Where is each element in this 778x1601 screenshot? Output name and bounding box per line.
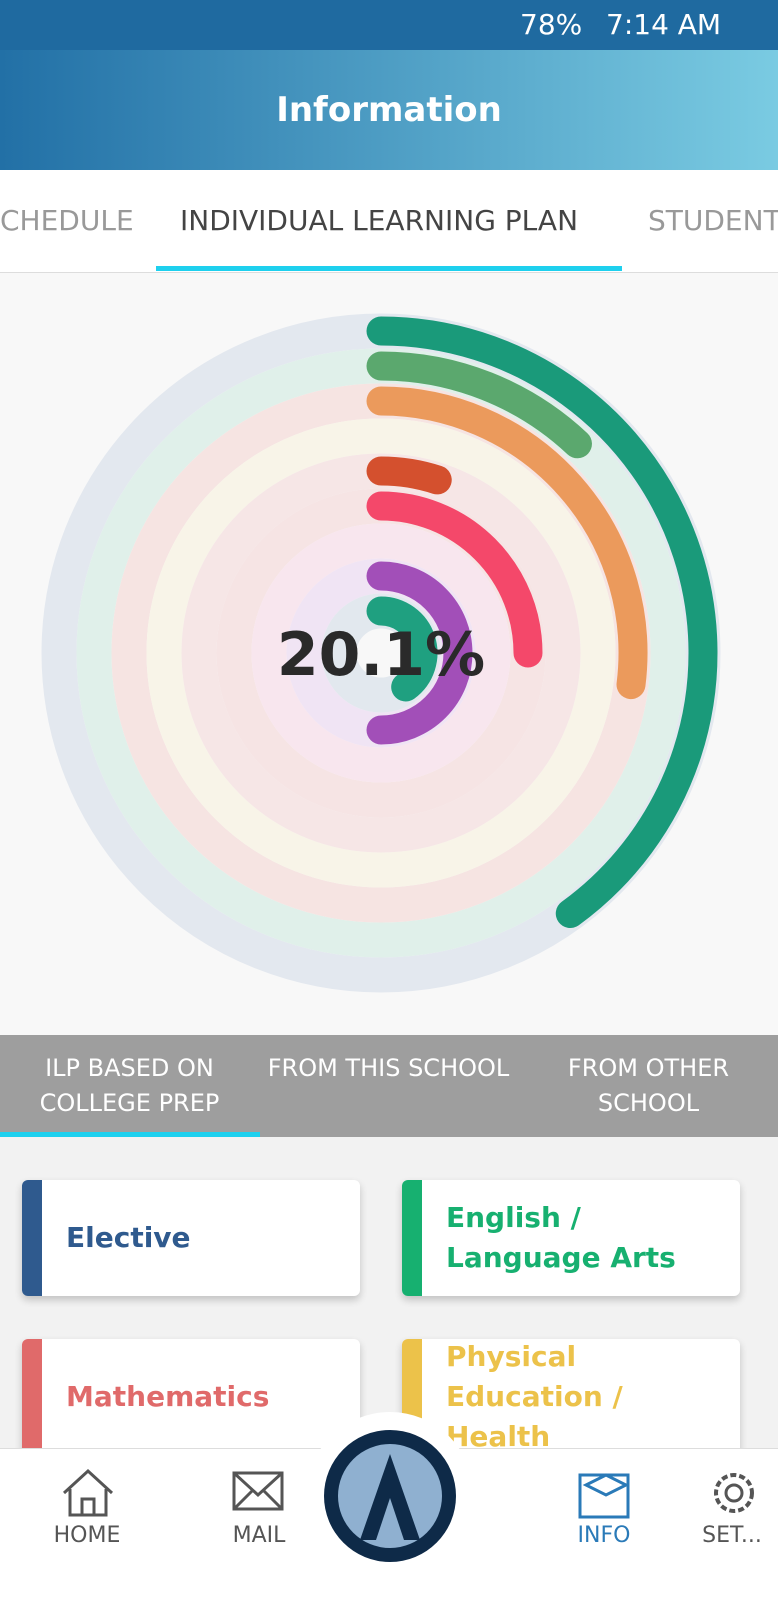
- ring-arc: [366, 316, 718, 929]
- ring-track: [251, 523, 511, 783]
- tab-indicator: [156, 266, 622, 271]
- card-accent: [402, 1180, 422, 1296]
- nav-item[interactable]: SET...: [702, 1523, 762, 1548]
- home-icon: [62, 1468, 114, 1517]
- nav-item[interactable]: INFO: [577, 1523, 631, 1548]
- info-icon: [578, 1473, 630, 1519]
- card-label: Mathematics: [66, 1380, 270, 1413]
- sub-tabs: ILP BASED ON COLLEGE PREP FROM THIS SCHO…: [0, 1035, 778, 1137]
- sub-tab[interactable]: FROM THIS SCHOOL: [267, 1054, 510, 1082]
- center-label: 20.1%: [277, 620, 485, 690]
- card-label: Elective: [66, 1221, 191, 1254]
- app-logo[interactable]: [304, 1410, 476, 1582]
- card-label: English / Language Arts: [446, 1201, 676, 1274]
- sub-tab[interactable]: ILP BASED ON COLLEGE PREP: [39, 1054, 220, 1117]
- subject-card[interactable]: Elective: [22, 1180, 360, 1296]
- settings-icon: [714, 1473, 754, 1513]
- header-title: Information: [0, 50, 778, 170]
- ring-arc: [366, 561, 473, 745]
- tab[interactable]: INDIVIDUAL LEARNING PLAN: [180, 204, 579, 237]
- nav-item[interactable]: HOME: [53, 1523, 121, 1548]
- subject-card[interactable]: Mathematics: [22, 1339, 360, 1455]
- ring-arc: [366, 491, 543, 668]
- subject-card[interactable]: Physical Education / Health: [402, 1339, 740, 1455]
- ring-arc: [366, 456, 452, 495]
- tab[interactable]: STUDENT: [648, 204, 778, 237]
- status-bar: 78% 7:14 AM: [0, 0, 778, 50]
- sub-tab-indicator: [0, 1132, 260, 1137]
- card-label: Physical Education / Health: [446, 1340, 623, 1453]
- ring-chart: 20.1%: [0, 273, 778, 1035]
- card-accent: [22, 1180, 42, 1296]
- subject-card[interactable]: English / Language Arts: [402, 1180, 740, 1296]
- ring-arc: [366, 596, 438, 702]
- sub-tab[interactable]: FROM OTHER SCHOOL: [567, 1054, 730, 1117]
- battery: 78%: [520, 8, 583, 41]
- ring-arc: [366, 386, 648, 700]
- nav-item[interactable]: MAIL: [232, 1523, 286, 1548]
- ring-arc: [366, 351, 592, 459]
- mail-icon: [232, 1471, 284, 1511]
- tab[interactable]: CHEDULE: [0, 204, 134, 237]
- card-accent: [22, 1339, 42, 1455]
- clock: 7:14 AM: [606, 8, 722, 41]
- tab-bar: CHEDULE INDIVIDUAL LEARNING PLAN STUDENT: [0, 170, 778, 274]
- ring-track: [146, 418, 616, 888]
